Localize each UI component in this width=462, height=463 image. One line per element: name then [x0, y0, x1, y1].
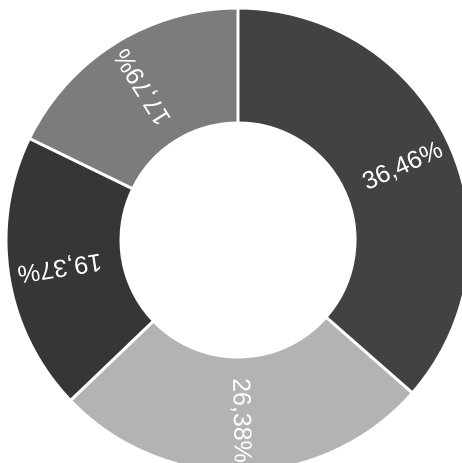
slice-label-2: 26,38%	[227, 378, 257, 463]
donut-slice-2	[68, 315, 415, 463]
donut-slice-1	[236, 6, 462, 396]
donut-slice-3	[4, 136, 156, 403]
donut-slice-4	[27, 6, 240, 191]
